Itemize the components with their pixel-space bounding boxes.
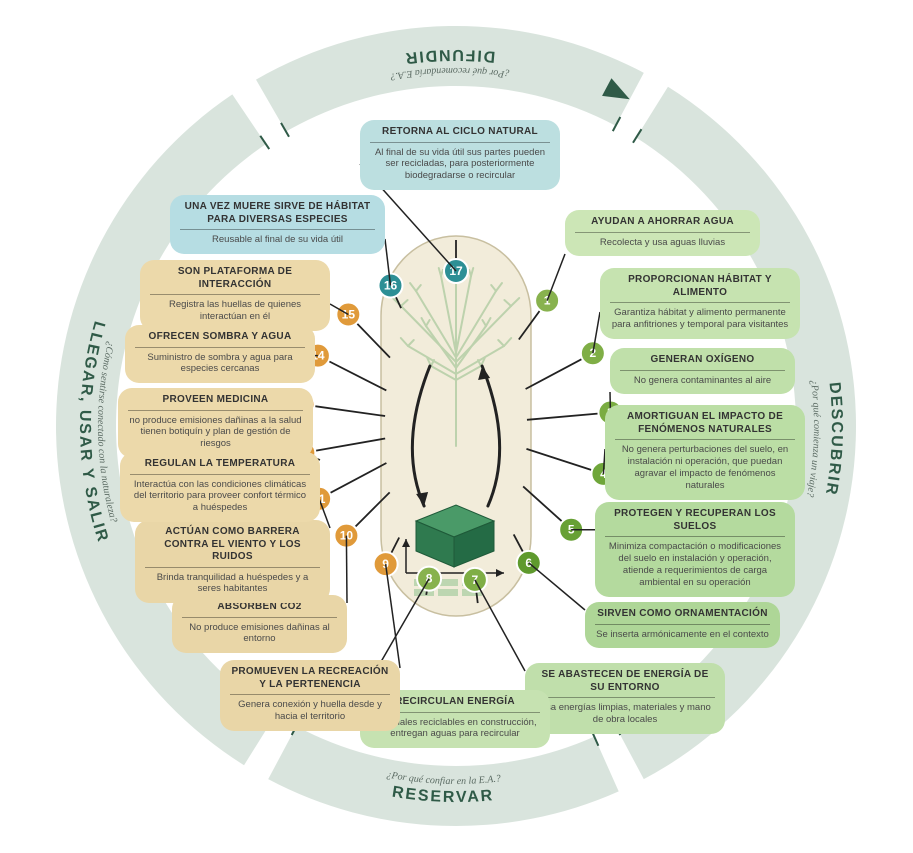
card-title-12: REGULAN LA TEMPERATURA xyxy=(130,458,310,475)
card-12: REGULAN LA TEMPERATURA Interactúa con las… xyxy=(120,452,320,522)
card-title-1: AYUDAN A AHORRAR AGUA xyxy=(575,216,750,233)
connector-card-10 xyxy=(346,536,347,603)
card-10: ABSORBEN CO2 No produce emisiones dañinas… xyxy=(172,595,347,653)
card-6: SIRVEN COMO ORNAMENTACIÓN Se inserta armó… xyxy=(585,602,780,648)
card-2: PROPORCIONAN HÁBITAT Y ALIMENTO Garantiza… xyxy=(600,268,800,339)
card-body-4: No genera perturbaciones del suelo, en i… xyxy=(615,444,795,492)
node-number-15: 15 xyxy=(342,308,356,322)
card-title-2: PROPORCIONAN HÁBITAT Y ALIMENTO xyxy=(610,274,790,303)
card-title-7: SE ABASTECEN DE ENERGÍA DE SU ENTORNO xyxy=(535,669,715,698)
card-3: GENERAN OXÍGENO No genera contaminantes a… xyxy=(610,348,795,394)
card-title-14: OFRECEN SOMBRA Y AGUA xyxy=(135,331,305,348)
card-title-9: PROMUEVEN LA RECREACIÓN Y LA PERTENENCIA xyxy=(230,666,390,695)
card-4: AMORTIGUAN EL IMPACTO DE FENÓMENOS NATUR… xyxy=(605,405,805,500)
card-title-6: SIRVEN COMO ORNAMENTACIÓN xyxy=(595,608,770,625)
card-body-7: Usa energías limpias, materiales y mano … xyxy=(535,702,715,726)
card-body-1: Recolecta y usa aguas lluvias xyxy=(575,237,750,249)
card-title-15: SON PLATAFORMA DE INTERACCIÓN xyxy=(150,266,320,295)
card-11: ACTÚAN COMO BARRERA CONTRA EL VIENTO Y L… xyxy=(135,520,330,603)
card-body-3: No genera contaminantes al aire xyxy=(620,375,785,387)
card-5: PROTEGEN Y RECUPERAN LOS SUELOS Minimiza … xyxy=(595,502,795,597)
card-title-16: UNA VEZ MUERE SIRVE DE HÁBITAT PARA DIVE… xyxy=(180,201,375,230)
card-15: SON PLATAFORMA DE INTERACCIÓN Registra la… xyxy=(140,260,330,331)
card-body-11: Brinda tranquilidad a huéspedes y a sere… xyxy=(145,572,320,596)
card-title-17: RETORNA AL CICLO NATURAL xyxy=(370,126,550,143)
card-body-13: no produce emisiones dañinas a la salud … xyxy=(128,415,303,451)
card-1: AYUDAN A AHORRAR AGUA Recolecta y usa agu… xyxy=(565,210,760,256)
card-body-2: Garantiza hábitat y alimento permanente … xyxy=(610,307,790,331)
card-title-13: PROVEEN MEDICINA xyxy=(128,394,303,411)
card-title-4: AMORTIGUAN EL IMPACTO DE FENÓMENOS NATUR… xyxy=(615,411,795,440)
card-body-17: Al final de su vida útil sus partes pued… xyxy=(370,147,550,183)
card-body-15: Registra las huellas de quienes interact… xyxy=(150,299,320,323)
card-body-5: Minimiza compactación o modificaciones d… xyxy=(605,541,785,589)
card-14: OFRECEN SOMBRA Y AGUA Suministro de sombr… xyxy=(125,325,315,383)
card-title-11: ACTÚAN COMO BARRERA CONTRA EL VIENTO Y L… xyxy=(145,526,320,568)
card-13: PROVEEN MEDICINA no produce emisiones dañ… xyxy=(118,388,313,458)
card-16: UNA VEZ MUERE SIRVE DE HÁBITAT PARA DIVE… xyxy=(170,195,385,254)
card-7: SE ABASTECEN DE ENERGÍA DE SU ENTORNO Usa… xyxy=(525,663,725,734)
card-body-12: Interactúa con las condiciones climática… xyxy=(130,479,310,515)
card-body-9: Genera conexión y huella desde y hacia e… xyxy=(230,699,390,723)
card-title-3: GENERAN OXÍGENO xyxy=(620,354,785,371)
card-body-10: No produce emisiones dañinas al entorno xyxy=(182,622,337,646)
center-pill xyxy=(381,236,531,616)
card-body-6: Se inserta armónicamente en el contexto xyxy=(595,629,770,641)
diagram-stage: DESCUBRIR¿Por qué comienza un viaje?RESE… xyxy=(0,0,913,853)
card-9: PROMUEVEN LA RECREACIÓN Y LA PERTENENCIA… xyxy=(220,660,400,731)
card-title-10: ABSORBEN CO2 xyxy=(182,601,337,618)
card-body-16: Reusable al final de su vida útil xyxy=(180,234,375,246)
card-17: RETORNA AL CICLO NATURAL Al final de su v… xyxy=(360,120,560,190)
card-body-14: Suministro de sombra y agua para especie… xyxy=(135,352,305,376)
ring-segment-difundir xyxy=(256,26,644,132)
card-title-5: PROTEGEN Y RECUPERAN LOS SUELOS xyxy=(605,508,785,537)
connector-card-6 xyxy=(529,563,585,610)
